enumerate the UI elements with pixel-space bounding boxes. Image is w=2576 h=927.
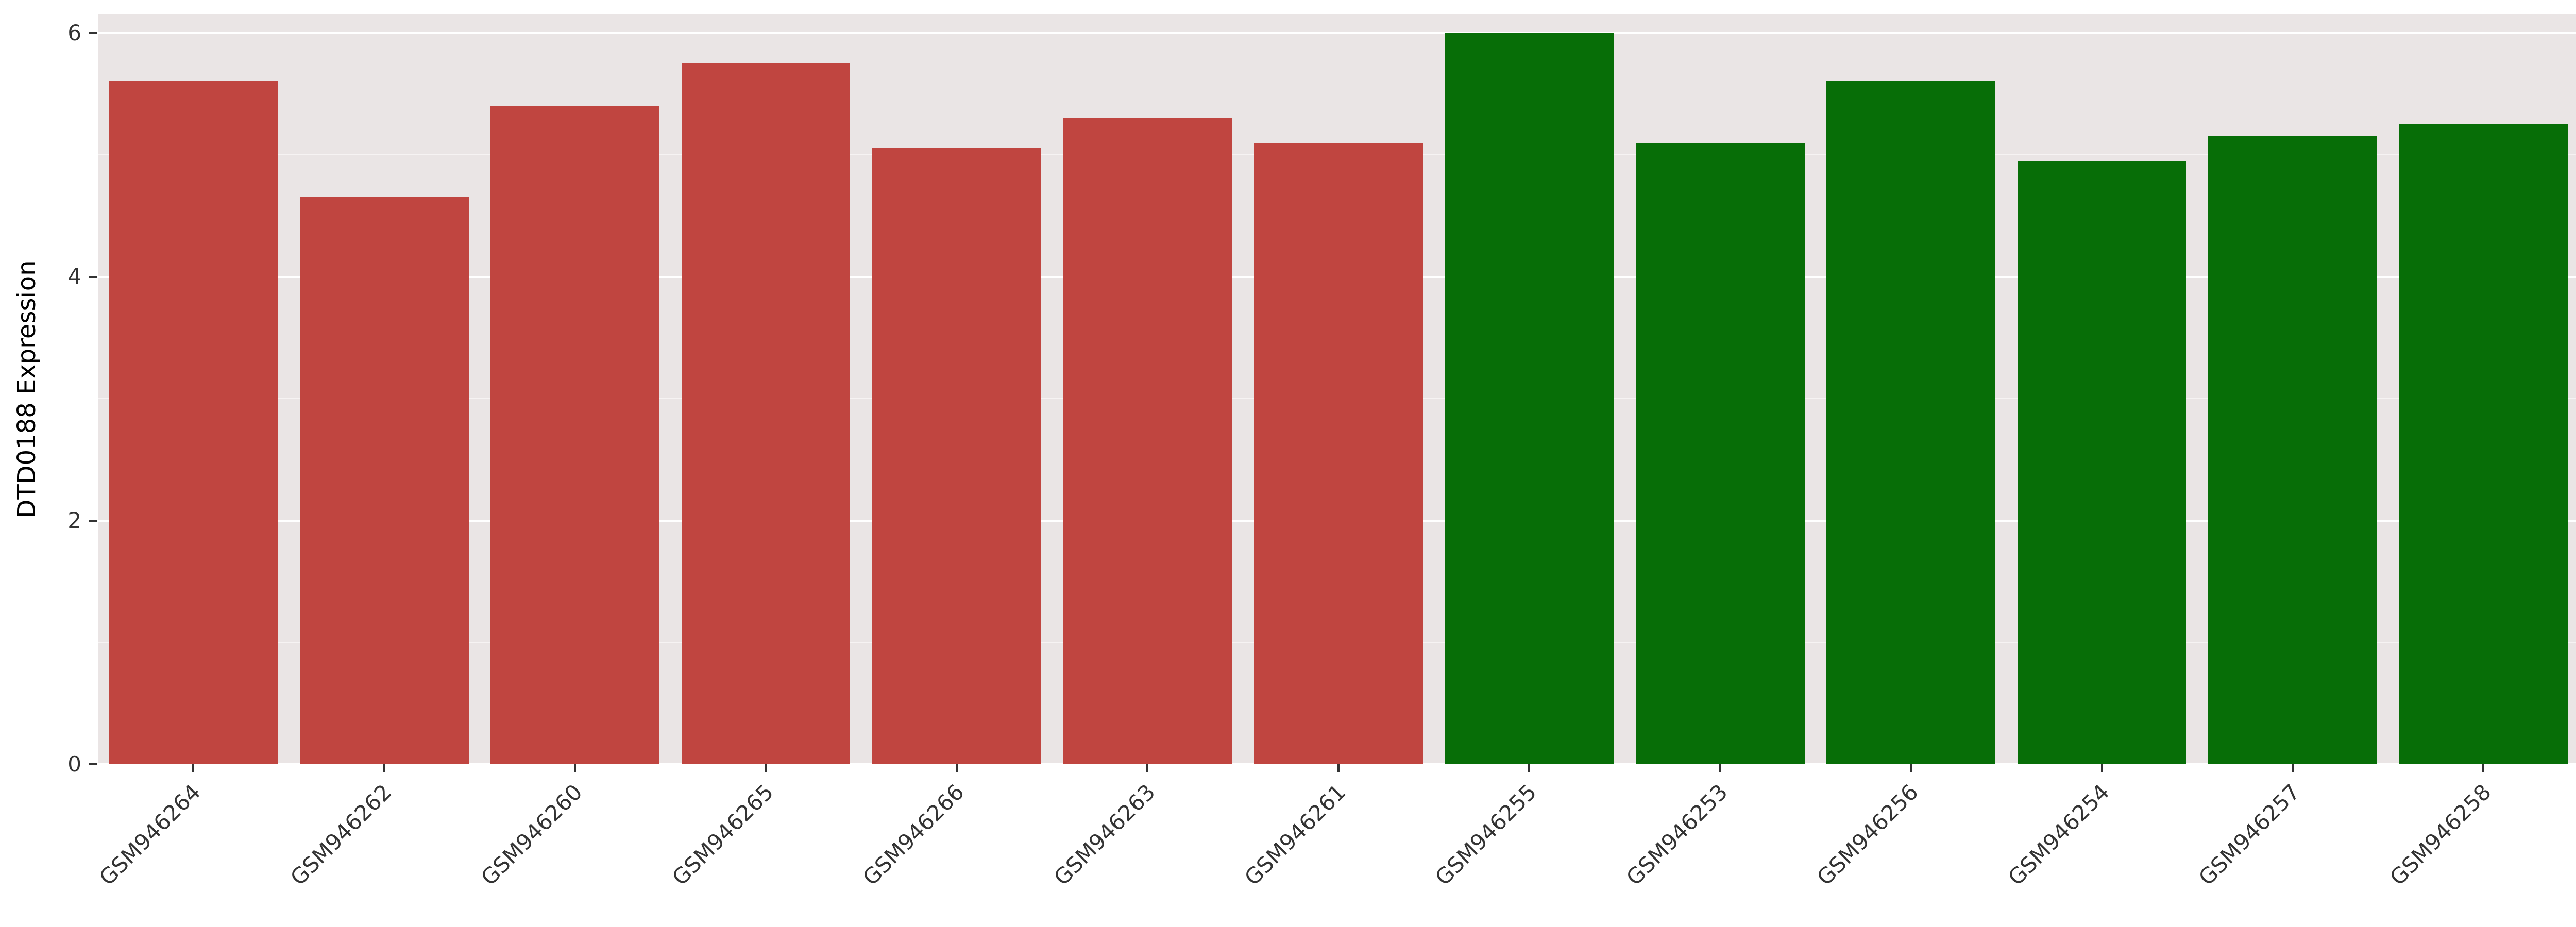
- x-tick-label-GSM946260: GSM946260: [476, 779, 587, 890]
- plot-panel: [98, 14, 2576, 765]
- x-tick-mark: [192, 764, 195, 772]
- bar-GSM946266: [872, 148, 1041, 764]
- x-tick-mark: [1337, 764, 1340, 772]
- x-tick-label-GSM946257: GSM946257: [2194, 779, 2305, 890]
- bar-GSM946260: [490, 106, 659, 764]
- x-tick-mark: [765, 764, 767, 772]
- x-tick-label-GSM946266: GSM946266: [858, 779, 969, 890]
- y-tick-mark: [89, 763, 97, 765]
- x-tick-mark: [1146, 764, 1149, 772]
- x-tick-mark: [2291, 764, 2294, 772]
- x-tick-mark: [2482, 764, 2485, 772]
- x-tick-mark: [955, 764, 958, 772]
- x-tick-label-GSM946261: GSM946261: [1240, 779, 1351, 890]
- bar-GSM946263: [1063, 118, 1232, 764]
- y-tick-mark: [89, 31, 97, 34]
- x-tick-label-GSM946253: GSM946253: [1621, 779, 1733, 890]
- bar-GSM946256: [1826, 81, 1995, 764]
- bar-GSM946254: [2017, 161, 2187, 764]
- bar-GSM946265: [681, 63, 851, 764]
- y-tick-label: 4: [67, 264, 81, 289]
- bar-GSM946262: [299, 197, 469, 764]
- x-tick-label-GSM946255: GSM946255: [1430, 779, 1542, 890]
- x-tick-mark: [574, 764, 577, 772]
- x-tick-mark: [1719, 764, 1721, 772]
- y-tick-label: 0: [67, 751, 81, 777]
- x-tick-label-GSM946264: GSM946264: [94, 779, 206, 890]
- gridline-major: [98, 763, 2576, 765]
- x-tick-label-GSM946256: GSM946256: [1812, 779, 1923, 890]
- y-tick-mark: [89, 519, 97, 522]
- x-tick-label-GSM946263: GSM946263: [1048, 779, 1160, 890]
- x-tick-mark: [1910, 764, 1912, 772]
- bar-GSM946258: [2399, 124, 2568, 764]
- x-tick-label-GSM946262: GSM946262: [285, 779, 397, 890]
- x-tick-label-GSM946265: GSM946265: [667, 779, 778, 890]
- bar-GSM946255: [1445, 32, 1614, 764]
- bar-GSM946264: [109, 81, 278, 764]
- bar-GSM946261: [1253, 142, 1423, 764]
- y-tick-label: 6: [67, 20, 81, 45]
- y-tick-mark: [89, 276, 97, 278]
- bar-GSM946257: [2208, 136, 2377, 764]
- x-tick-label-GSM946254: GSM946254: [2003, 779, 2114, 890]
- gridline-major: [98, 31, 2576, 34]
- bar-GSM946253: [1635, 142, 1805, 764]
- y-tick-label: 2: [67, 507, 81, 533]
- x-tick-mark: [383, 764, 385, 772]
- x-tick-mark: [2100, 764, 2103, 772]
- x-tick-mark: [1528, 764, 1531, 772]
- x-tick-label-GSM946258: GSM946258: [2384, 779, 2496, 890]
- y-axis-title: DTD0188 Expression: [12, 260, 41, 519]
